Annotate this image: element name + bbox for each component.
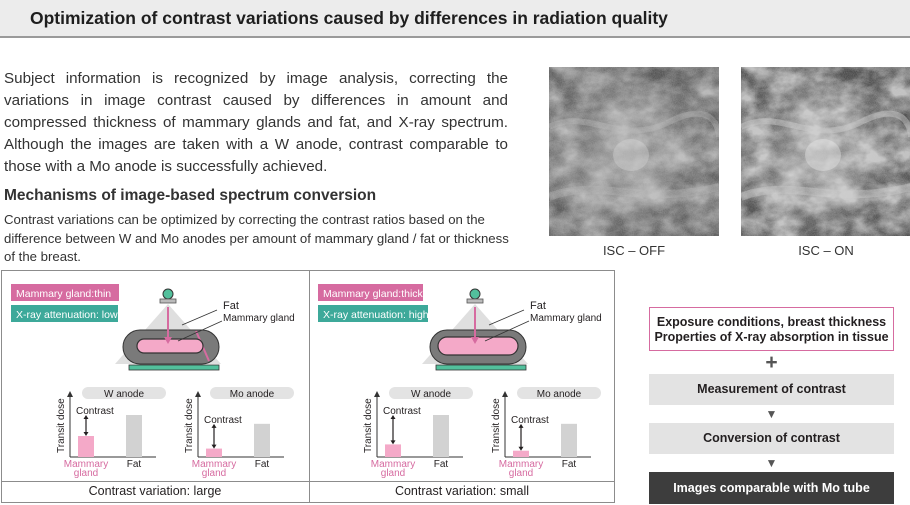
label-fat: Fat [530, 300, 546, 312]
category-label-fat: Fat [562, 459, 577, 470]
category-label-mammary-gland: Mammary gland [192, 459, 236, 479]
category-label-fat: Fat [434, 459, 449, 470]
contrast-arrow-head-bottom [83, 432, 89, 436]
flow-step-measurement: Measurement of contrast [649, 374, 894, 405]
category-label-mammary-gland: Mammary gland [499, 459, 543, 479]
panel-thick-gland: Mammary gland:thick X-ray attenuation: h… [309, 271, 615, 498]
bar-fat [254, 423, 270, 457]
contrast-arrow-head-top [390, 415, 396, 419]
bar-mammary-gland [385, 444, 401, 457]
y-axis-label: Transit dose [363, 398, 374, 453]
bar-fat [561, 423, 577, 457]
category-label-fat: Fat [255, 459, 270, 470]
anode-label: Mo anode [537, 389, 582, 400]
contrast-arrow-head-bottom [211, 444, 217, 449]
category-label-fat: Fat [127, 459, 142, 470]
tag-attenuation-bg [11, 305, 118, 322]
mammary-gland-shape [437, 336, 519, 356]
bar-mammary-gland [513, 450, 529, 457]
detector-plate-icon [435, 364, 527, 371]
tag-gland-thin: Mammary gland:thin [16, 288, 111, 300]
tag-attenuation-high: X-ray attenuation: high [323, 309, 429, 321]
category-label-mammary-gland: Mammary gland [64, 459, 108, 479]
contrast-label: Contrast [383, 406, 421, 417]
arrow-down-icon: ▼ [765, 407, 778, 421]
flow-step-result: Images comparable with Mo tube [649, 472, 894, 504]
anode-label: Mo anode [230, 389, 275, 400]
plus-icon: + [765, 351, 778, 374]
contrast-label: Contrast [204, 415, 242, 426]
mammogram-isc-on-image [741, 67, 910, 236]
label-fat: Fat [223, 300, 239, 312]
bar-mammary-gland [206, 448, 222, 457]
tag-gland-bg [11, 284, 119, 301]
anode-pill [82, 387, 166, 399]
contrast-arrow-head-top [83, 415, 89, 419]
panel-thin-gland: Mammary gland:thin X-ray attenuation: lo… [2, 271, 308, 498]
contrast-arrow-head-top [518, 423, 524, 428]
panel-thin-svg: Mammary gland:thin X-ray attenuation: lo… [11, 284, 295, 479]
y-axis-label: Transit dose [491, 398, 502, 453]
mechanisms-paragraph: Contrast variations can be optimized by … [4, 212, 509, 264]
bar-fat [433, 415, 449, 457]
anode-pill [389, 387, 473, 399]
y-axis-arrow [67, 391, 73, 397]
y-axis-arrow [374, 391, 380, 397]
caption-small: Contrast variation: small [394, 484, 530, 498]
y-axis-label: Transit dose [56, 398, 67, 453]
label-mammary-gland: Mammary gland [223, 313, 295, 324]
anode-label: W anode [411, 389, 451, 400]
bar-fat [126, 415, 142, 457]
panel-divider [309, 271, 310, 502]
flow-step1-line1: Exposure conditions, breast thickness [656, 315, 887, 329]
flow-step-conversion: Conversion of contrast [649, 423, 894, 454]
title-bar: Optimization of contrast variations caus… [0, 0, 910, 38]
panel-thick-svg: Mammary gland:thick X-ray attenuation: h… [318, 284, 602, 479]
intro-paragraph: Subject information is recognized by ima… [4, 70, 508, 175]
label-mammary-gland: Mammary gland [530, 313, 602, 324]
anode-pill [210, 387, 294, 399]
category-label-mammary-gland: Mammary gland [371, 459, 415, 479]
contrast-label: Contrast [511, 415, 549, 426]
y-axis-arrow [502, 391, 508, 397]
flow-step1-line2: Properties of X-ray absorption in tissue [654, 330, 889, 344]
caption-separator [2, 481, 614, 482]
contrast-label: Contrast [76, 406, 114, 417]
image-caption-off: ISC – OFF [602, 243, 666, 258]
bar-mammary-gland [78, 436, 94, 457]
image-caption-on: ISC – ON [798, 243, 854, 258]
tag-attenuation-low: X-ray attenuation: low [16, 309, 118, 321]
contrast-arrow-head-top [211, 423, 217, 428]
mechanisms-heading: Mechanisms of image-based spectrum conve… [4, 187, 377, 204]
xray-source-icon [469, 288, 481, 300]
y-axis-label: Transit dose [184, 398, 195, 453]
anode-label: W anode [104, 389, 144, 400]
detector-plate-icon [128, 364, 220, 371]
mechanism-diagram: Mammary gland:thin X-ray attenuation: lo… [1, 270, 615, 503]
y-axis-arrow [195, 391, 201, 397]
arrow-down-icon: ▼ [765, 456, 778, 470]
contrast-arrow-head-bottom [518, 446, 524, 451]
mammary-gland-shape [136, 338, 204, 354]
anode-pill [517, 387, 601, 399]
flow-step-exposure-conditions: Exposure conditions, breast thickness Pr… [649, 307, 894, 351]
page-title: Optimization of contrast variations caus… [30, 8, 668, 28]
mammogram-isc-off-image [549, 67, 719, 236]
tag-gland-thick: Mammary gland:thick [323, 288, 424, 300]
contrast-arrow-head-bottom [390, 440, 396, 445]
caption-large: Contrast variation: large [88, 484, 222, 498]
xray-source-icon [162, 288, 174, 300]
